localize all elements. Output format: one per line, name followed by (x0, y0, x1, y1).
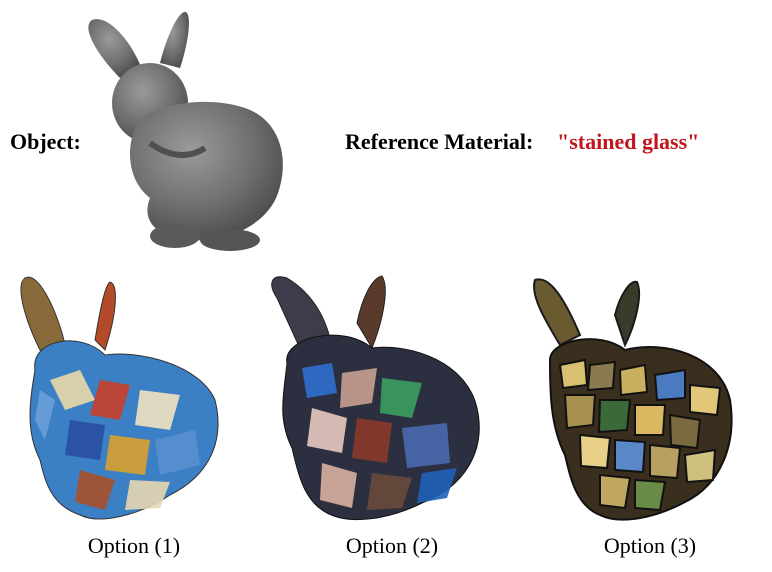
option-3-bunny-image (533, 278, 733, 521)
object-label: Object: (10, 129, 81, 154)
option-2-bunny-image (271, 275, 480, 521)
reference-object-bunny-image (88, 11, 283, 251)
option-1-caption: Option (1) (87, 533, 181, 558)
reference-material-label: Reference Material: (345, 129, 534, 154)
option-2-caption: Option (2) (345, 533, 439, 558)
option-1-bunny-image (20, 276, 219, 520)
option-3-caption: Option (3) (603, 533, 697, 558)
reference-material-value: "stained glass" (557, 129, 700, 154)
